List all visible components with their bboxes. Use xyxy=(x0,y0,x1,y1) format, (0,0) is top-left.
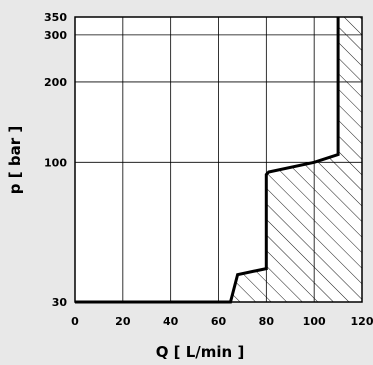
y-tick-100: 100 xyxy=(44,156,67,169)
x-tick-20: 20 xyxy=(115,315,131,328)
title-fragment: g xyxy=(0,0,1,14)
y-tick-30: 30 xyxy=(52,296,68,309)
x-tick-40: 40 xyxy=(163,315,179,328)
x-axis-label: Q [ L/min ] xyxy=(156,343,245,361)
x-tick-0: 0 xyxy=(71,315,79,328)
x-tick-120: 120 xyxy=(351,315,373,328)
grid xyxy=(75,17,362,302)
y-tick-labels: 30 100 200 300 350 xyxy=(44,11,67,309)
x-tick-80: 80 xyxy=(259,315,275,328)
y-tick-300: 300 xyxy=(44,29,67,42)
x-tick-labels: 0 20 40 60 80 100 120 xyxy=(71,315,373,328)
y-tick-350: 350 xyxy=(44,11,67,24)
x-tick-60: 60 xyxy=(211,315,227,328)
series-line xyxy=(75,17,340,304)
x-tick-100: 100 xyxy=(303,315,326,328)
shaded-region xyxy=(75,17,362,302)
y-axis-label: p [ bar ] xyxy=(6,126,24,194)
y-tick-200: 200 xyxy=(44,76,67,89)
